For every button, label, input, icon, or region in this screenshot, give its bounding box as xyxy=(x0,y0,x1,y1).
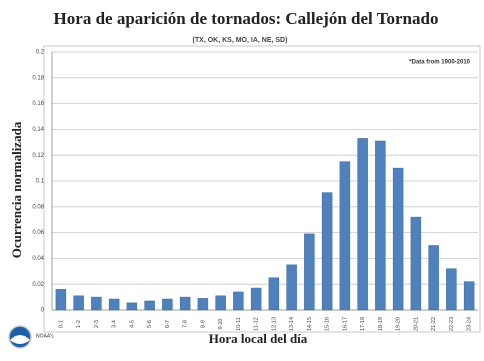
x-tick-label: 19-20 xyxy=(396,317,402,331)
bar xyxy=(446,268,457,311)
x-tick-label: 14-15 xyxy=(307,317,313,331)
y-tick-label: 0.18 xyxy=(32,75,44,81)
noaa-logo-wave xyxy=(10,335,30,344)
x-tick-label: 18-19 xyxy=(378,317,384,331)
logo-label: NOAA's xyxy=(36,333,54,339)
y-tick-label: 0 xyxy=(41,308,45,314)
x-tick-label: 5-6 xyxy=(147,320,153,328)
chart-title: Hora de aparición de tornados: Callejón … xyxy=(54,9,439,28)
bar xyxy=(375,140,386,311)
x-tick-label: 6-7 xyxy=(165,320,171,328)
y-tick-label: 0.14 xyxy=(32,127,44,133)
y-tick-label: 0.08 xyxy=(32,204,44,210)
bar xyxy=(108,298,120,311)
x-tick-label: 2-3 xyxy=(94,320,100,328)
bar xyxy=(144,300,155,311)
bar xyxy=(197,298,209,311)
bar xyxy=(73,295,84,311)
bar xyxy=(250,287,262,311)
x-axis-label: Hora local del día xyxy=(209,331,308,346)
y-tick-label: 0.12 xyxy=(32,153,44,159)
x-tick-label: 23-24 xyxy=(467,317,473,331)
x-tick-label: 20-21 xyxy=(413,317,419,331)
x-tick-label: 9-10 xyxy=(218,318,224,329)
bar xyxy=(268,277,280,311)
chart-subtitle: (TX, OK, KS, MO, IA, NE, SD) xyxy=(193,37,288,44)
y-axis-label: Ocurrencia normalizada xyxy=(9,121,24,258)
x-tick-label: 1-2 xyxy=(76,320,82,328)
bar xyxy=(392,167,404,311)
y-tick-label: 0.2 xyxy=(36,50,45,56)
plot-frame xyxy=(43,45,481,333)
x-tick-label: 12-13 xyxy=(271,317,277,331)
x-tick-label: 3-4 xyxy=(112,320,118,328)
x-tick-label: 8-9 xyxy=(200,320,206,328)
x-tick-label: 21-22 xyxy=(431,317,437,331)
x-tick-label: 10-11 xyxy=(236,317,242,331)
x-tick-label: 4-5 xyxy=(129,320,135,328)
bar xyxy=(410,216,422,311)
annotation: *Data from 1900-2010 xyxy=(409,60,470,66)
x-tick-label: 13-14 xyxy=(289,317,295,331)
bar xyxy=(179,296,191,311)
bar xyxy=(215,295,226,311)
bar xyxy=(463,281,475,311)
bar xyxy=(233,291,244,311)
y-tick-label: 0.06 xyxy=(32,230,44,236)
x-tick-label: 16-17 xyxy=(342,317,348,331)
y-tick-label: 0.04 xyxy=(32,256,44,262)
x-tick-label: 22-23 xyxy=(449,317,455,331)
bar xyxy=(357,138,368,311)
bar xyxy=(339,161,351,311)
x-tick-label: 15-16 xyxy=(325,317,331,331)
bar xyxy=(162,298,173,311)
x-tick-label: 11-12 xyxy=(254,317,260,331)
x-tick-label: 17-18 xyxy=(360,317,366,331)
y-tick-label: 0.16 xyxy=(32,101,44,107)
y-tick-label: 0.1 xyxy=(36,179,45,185)
bar xyxy=(304,233,315,311)
x-tick-label: 7-8 xyxy=(183,320,189,328)
y-tick-label: 0.02 xyxy=(32,282,44,288)
bar xyxy=(91,296,102,311)
bar xyxy=(321,192,333,311)
bar xyxy=(286,264,297,311)
x-tick-label: 0-1 xyxy=(58,320,64,328)
bar xyxy=(55,289,67,311)
bar xyxy=(126,302,138,311)
bar xyxy=(428,245,439,311)
